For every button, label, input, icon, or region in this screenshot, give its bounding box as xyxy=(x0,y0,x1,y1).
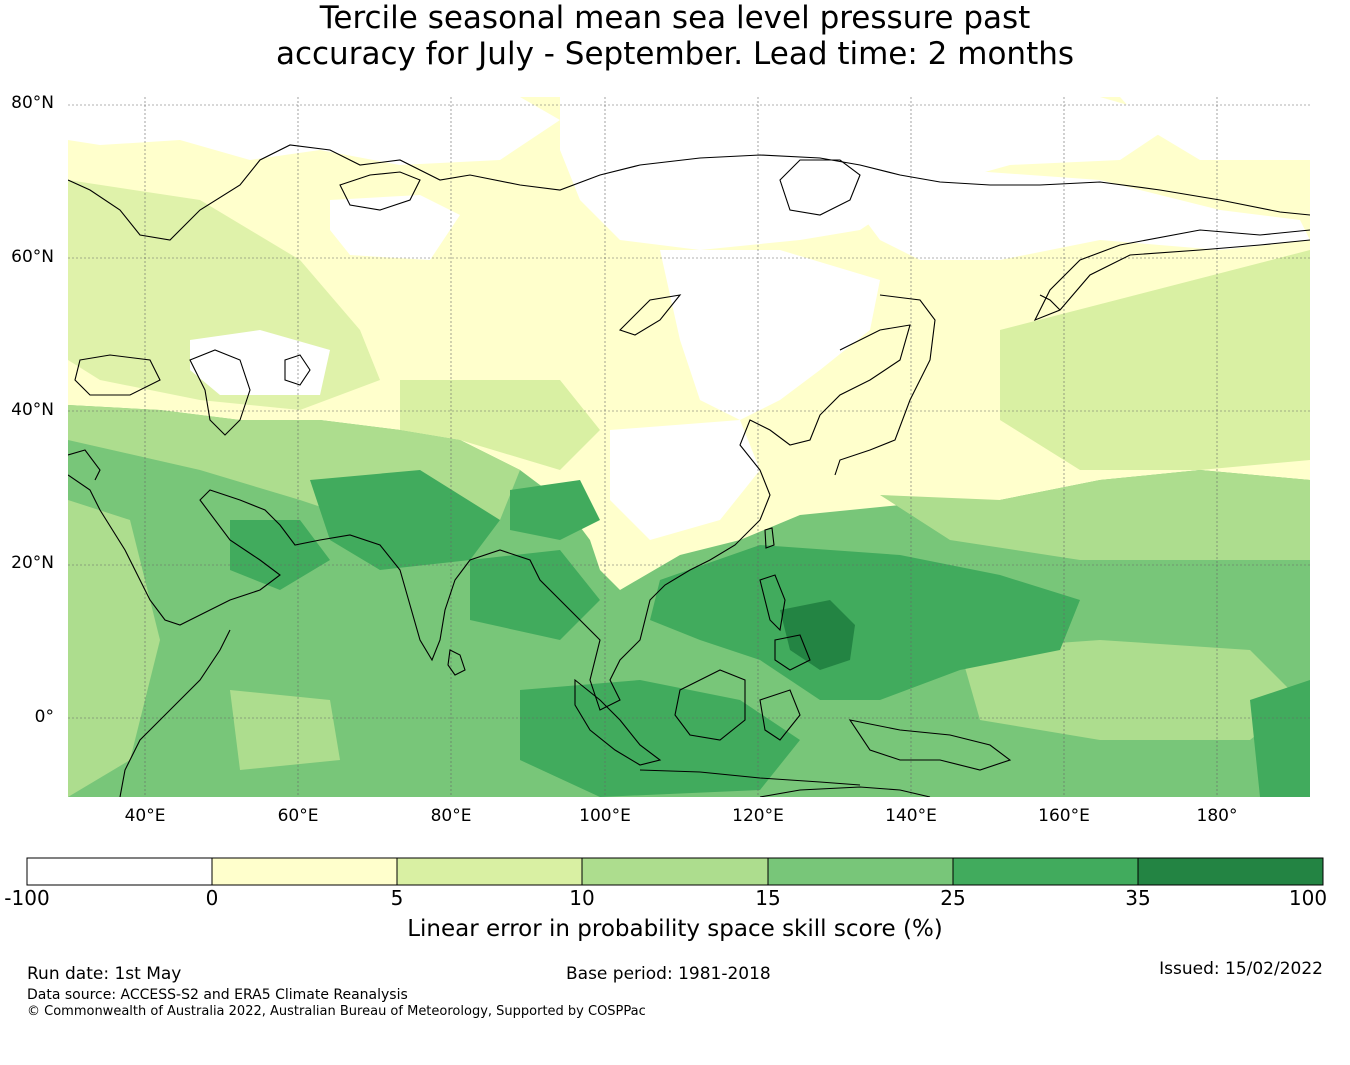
lat-tick-60n: 60°N xyxy=(11,247,54,267)
chart-title: Tercile seasonal mean sea level pressure… xyxy=(0,0,1350,72)
coast-sakhalin-japan xyxy=(834,294,936,476)
colorbar-bin-neg100-0 xyxy=(27,858,212,885)
coast-mediterranean xyxy=(68,449,101,481)
coast-aral xyxy=(284,354,311,386)
coast-taiwan xyxy=(764,527,775,549)
coast-sri-lanka xyxy=(447,649,466,676)
colorbar-tick: 5 xyxy=(390,886,404,910)
lon-tick-80e: 80°E xyxy=(430,806,472,826)
map-gridlines xyxy=(68,97,1310,797)
coast-sulawesi xyxy=(759,689,801,741)
coast-luzon xyxy=(759,574,786,632)
field-band-25-35-bay xyxy=(470,550,600,640)
coast-kamchatka xyxy=(1039,294,1061,311)
colorbar-tick: 35 xyxy=(1125,886,1151,910)
coast-kara-sea xyxy=(339,171,421,211)
field-band-10-15-south xyxy=(960,640,1300,740)
field-band-25-35-india xyxy=(310,470,500,570)
colorbar-tick: 10 xyxy=(569,886,595,910)
colorbar-tick: -100 xyxy=(4,886,50,910)
field-band-25-35-tibet xyxy=(510,480,600,540)
coast-java xyxy=(639,769,861,786)
title-line-2: accuracy for July - September. Lead time… xyxy=(275,36,1075,72)
coast-caspian xyxy=(189,349,251,436)
field-negative-caspian xyxy=(190,330,330,395)
field-negative-china xyxy=(610,420,760,540)
coast-taymyr xyxy=(779,159,861,216)
run-date: Run date: 1st May xyxy=(27,964,182,984)
colorbar-bin-25-35 xyxy=(953,858,1138,885)
field-negative-east-siberia xyxy=(820,160,1310,260)
field-negative-mongolia xyxy=(660,250,880,420)
field-negative-arctic-east xyxy=(1120,97,1310,160)
lon-tick-40e: 40°E xyxy=(124,806,166,826)
colorbar-bin-35-100 xyxy=(1138,858,1323,885)
lat-tick-40n: 40°N xyxy=(11,400,54,420)
lon-tick-120e: 120°E xyxy=(732,806,784,826)
coast-black-sea xyxy=(74,354,161,396)
colorbar-bin-10-15 xyxy=(582,858,768,885)
coast-baikal xyxy=(618,294,682,336)
lat-tick-20n: 20°N xyxy=(11,553,54,573)
colorbar-tick: 0 xyxy=(205,886,219,910)
copyright: © Commonwealth of Australia 2022, Austra… xyxy=(27,1004,646,1019)
coast-new-guinea xyxy=(848,719,1012,771)
coast-asia-south xyxy=(68,324,911,711)
coast-borneo xyxy=(674,669,746,741)
colorbar-tick: 25 xyxy=(940,886,966,910)
coast-east-africa xyxy=(119,629,231,797)
colorbar-label: Linear error in probability space skill … xyxy=(407,916,943,942)
field-band-5-10-central xyxy=(400,380,600,470)
lon-tick-160e: 160°E xyxy=(1038,806,1090,826)
data-source: Data source: ACCESS-S2 and ERA5 Climate … xyxy=(27,987,408,1003)
lon-tick-60e: 60°E xyxy=(277,806,319,826)
colorbar-tick: 15 xyxy=(755,886,781,910)
coast-arctic xyxy=(68,144,1310,241)
title-line-1: Tercile seasonal mean sea level pressure… xyxy=(319,0,1031,36)
colorbar xyxy=(26,857,1324,886)
lat-tick-80n: 80°N xyxy=(11,93,54,113)
field-band-25-35-east xyxy=(1250,680,1310,797)
field-negative-urals xyxy=(330,195,460,260)
field-negative-arctic-west xyxy=(68,97,560,165)
field-band-25-35-westpac xyxy=(650,545,1080,700)
coast-mindanao xyxy=(774,634,811,671)
coast-australia-north xyxy=(759,786,931,797)
coast-chukotka xyxy=(1033,229,1310,322)
issued-date: Issued: 15/02/2022 xyxy=(1159,959,1323,979)
lon-tick-180: 180° xyxy=(1196,806,1238,826)
field-band-25-35-indonesia xyxy=(520,680,800,797)
colorbar-bin-0-5 xyxy=(212,858,397,885)
field-band-35-100 xyxy=(780,600,855,670)
lon-tick-100e: 100°E xyxy=(579,806,631,826)
skill-score-field xyxy=(68,97,1310,797)
coast-sumatra xyxy=(574,678,662,766)
field-band-10-15-pacific xyxy=(880,470,1310,560)
colorbar-outline xyxy=(26,857,1324,886)
coastlines xyxy=(68,144,1310,797)
base-period: Base period: 1981-2018 xyxy=(566,964,771,984)
field-band-5-10-pacific xyxy=(1000,250,1310,470)
colorbar-bin-15-25 xyxy=(768,858,953,885)
colorbar-bin-5-10 xyxy=(397,858,582,885)
field-band-10-15-ocean xyxy=(230,690,340,770)
lat-tick-0: 0° xyxy=(34,707,54,727)
field-band-25-35-arabia xyxy=(230,520,330,590)
colorbar-tick: 100 xyxy=(1288,886,1328,910)
lon-tick-140e: 140°E xyxy=(885,806,937,826)
